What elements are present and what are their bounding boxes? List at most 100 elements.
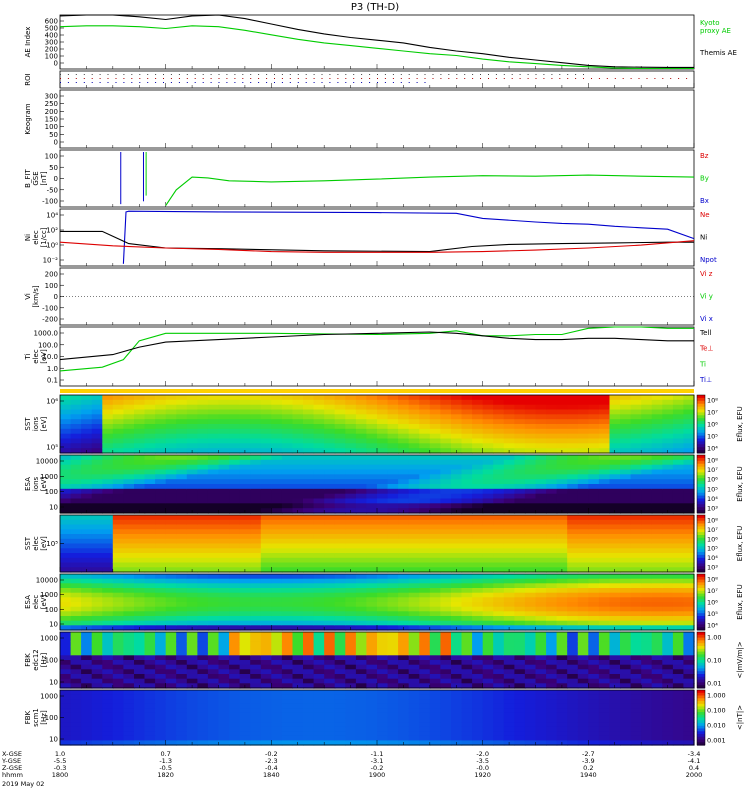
sst_e-cell — [176, 519, 188, 526]
fbk_b-cell — [207, 694, 220, 700]
fbk_b-cell — [683, 703, 695, 709]
esa_i-cell — [313, 459, 325, 466]
fbk_b-colorbar-cell — [697, 720, 705, 724]
sst_i-cell — [651, 399, 663, 406]
esa_e-cell — [609, 578, 621, 584]
esa_i-cell — [440, 484, 452, 490]
esa_i-cell — [176, 498, 188, 504]
esa_e-cell — [609, 606, 621, 612]
sst_e-cell — [60, 534, 72, 540]
esa_i-cell — [535, 479, 547, 485]
fbk_b-cell — [271, 722, 283, 728]
fbk_b-cell — [91, 712, 103, 719]
fbk_e-cell — [546, 669, 558, 675]
fbk_b-colorbar-cell — [697, 739, 705, 743]
esa_i-cell — [683, 498, 695, 504]
esa_i-cell — [662, 455, 674, 461]
esa_e-cell — [91, 578, 103, 584]
esa_i-cell — [334, 469, 346, 475]
fbk_e-cell — [514, 655, 526, 661]
keogram-ytick: 50 — [49, 131, 58, 139]
fbk_b-cell — [334, 708, 346, 714]
fbk_b-cell — [112, 726, 124, 732]
sst_i-cell — [524, 433, 537, 440]
esa_i-cell — [366, 464, 378, 471]
esa_i-cell — [239, 469, 251, 475]
sst_e-cell — [493, 567, 505, 573]
fbk_e-cell — [683, 678, 695, 684]
esa_e-cell — [91, 597, 103, 603]
fbk_e-cell — [239, 646, 251, 652]
esa_e-cell — [303, 588, 315, 594]
sst_i-cell — [366, 419, 378, 425]
sst_i-cell — [81, 395, 93, 401]
fbk_b-cell — [683, 731, 695, 737]
esa_e-cell — [70, 597, 82, 603]
esa_i-cell — [112, 464, 124, 471]
fbk_e-cell — [429, 655, 441, 661]
sst_e-cell — [134, 538, 146, 545]
esa_e-cell — [303, 597, 315, 603]
esa_e-cell — [472, 611, 484, 617]
fbk_e-cell — [429, 678, 441, 684]
esa_i-cell — [239, 479, 251, 485]
fbk_e-cell — [91, 678, 103, 684]
sst_e-cell — [672, 538, 685, 545]
esa_e-cell — [70, 588, 82, 594]
sst_i-cell — [197, 424, 209, 430]
fbk_e-cell — [408, 646, 420, 652]
esa_e-cell — [398, 583, 410, 589]
esa_e-cell — [123, 606, 135, 612]
sst_i-ylabel: ions — [32, 416, 40, 431]
fbk_b-cell — [472, 703, 484, 709]
fbk_e-cell — [672, 632, 685, 638]
fbk_b-cell — [70, 722, 82, 728]
esa_i-colorbar-cell — [697, 469, 705, 473]
fbk_b-cell — [482, 717, 494, 723]
sst_e-cbar-tick: 10⁵ — [707, 545, 718, 553]
esa_e-cell — [102, 578, 114, 584]
fbk_b-cell — [155, 708, 167, 714]
ti-legend-item: Tell — [699, 329, 711, 337]
sst_e-cell — [387, 515, 399, 521]
sst_e-cell — [577, 553, 589, 559]
fbk_e-cell — [303, 678, 315, 684]
sst_e-cell — [524, 548, 537, 554]
esa_e-cell — [377, 625, 389, 631]
fbk_b-cell — [641, 690, 653, 696]
sst_i-cell — [630, 438, 642, 444]
esa_i-cell — [281, 484, 294, 490]
fbk_e-cell — [662, 660, 674, 666]
sst_e-cell — [683, 519, 695, 526]
fbk_e-cell — [535, 632, 547, 638]
esa_e-cell — [271, 606, 283, 612]
esa_i-cell — [472, 488, 484, 495]
esa_i-cell — [303, 484, 315, 490]
fbk_b-cell — [535, 703, 547, 709]
sst_e-cell — [134, 524, 146, 530]
fbk_e-cell — [429, 664, 441, 670]
esa_e-cell — [134, 592, 146, 598]
sst_e-cell — [429, 548, 441, 554]
esa_e-cell — [472, 574, 484, 580]
esa_e-cell — [281, 616, 294, 622]
esa_i-cell — [503, 488, 515, 495]
fbk_e-cell — [598, 641, 611, 647]
esa_e-cell — [461, 625, 473, 631]
fbk_b-cell — [451, 690, 463, 696]
fbk_b-cell — [123, 712, 135, 719]
sst_e-cell — [207, 553, 220, 559]
sst_e-cell — [250, 529, 262, 535]
esa_i-cell — [609, 488, 621, 495]
fbk_e-cell — [239, 655, 251, 661]
fbk_b-cell — [355, 722, 368, 728]
sst_i-cell — [271, 443, 283, 449]
fbk_b-cell — [165, 708, 177, 714]
esa_i-cell — [472, 503, 484, 509]
sst_e-cell — [355, 515, 368, 521]
fbk_e-cell — [630, 655, 642, 661]
sst_i-cell — [334, 433, 346, 440]
fbk_e-cell — [144, 646, 156, 652]
esa_i-cell — [609, 455, 621, 461]
fbk_b-cell — [535, 717, 547, 723]
